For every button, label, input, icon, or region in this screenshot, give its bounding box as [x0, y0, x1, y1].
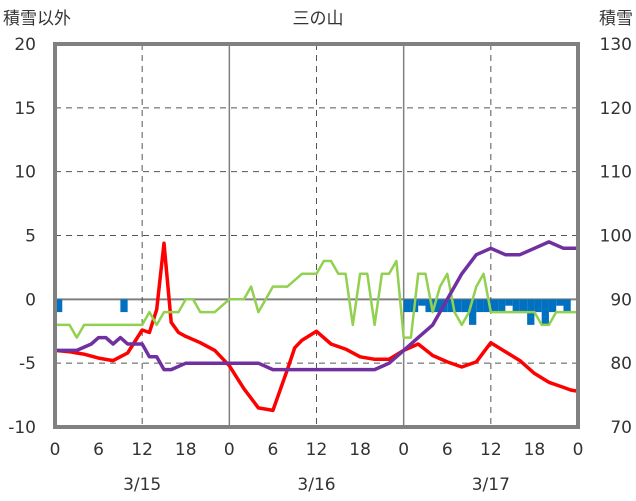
x-tick-label: 0 [50, 440, 61, 460]
x-tick-label: 18 [349, 440, 371, 460]
precipitation-bar [512, 299, 520, 313]
precipitation-bar [548, 299, 557, 313]
precipitation-bar [505, 299, 513, 306]
precipitation-bar [403, 299, 411, 313]
right-tick-label: 70 [610, 418, 632, 438]
humidity-line [53, 259, 580, 339]
precipitation-bar [469, 299, 477, 325]
precipitation-bar [563, 299, 571, 313]
precipitation-bar [418, 299, 426, 306]
snow_depth-line [53, 240, 580, 372]
left-tick-label: 10 [14, 163, 36, 183]
x-tick-label: 0 [573, 440, 584, 460]
x-tick-label: 0 [398, 440, 409, 460]
right-tick-label: 120 [600, 99, 632, 119]
x-tick-label: 12 [306, 440, 328, 460]
x-tick-label: 18 [524, 440, 546, 460]
precipitation-bar [476, 299, 484, 313]
x-tick-label: 18 [175, 440, 197, 460]
left-tick-label: -5 [19, 354, 36, 374]
left-tick-label: 20 [14, 35, 36, 55]
x-tick-label: 6 [93, 440, 104, 460]
precipitation-bar [432, 299, 440, 313]
x-tick-label: 6 [442, 440, 453, 460]
precipitation-bar [447, 299, 455, 313]
left-tick-label: 15 [14, 99, 36, 119]
right-tick-label: 130 [600, 35, 632, 55]
series-lines [53, 240, 580, 413]
precipitation-bar [55, 299, 63, 313]
right-tick-label: 80 [610, 354, 632, 374]
date-label: 3/15 [123, 475, 161, 495]
plot-frame [53, 42, 580, 429]
left-tick-label: 0 [25, 290, 36, 310]
precipitation-bar [534, 299, 542, 313]
precipitation-bar [519, 299, 528, 313]
chart-title: 三の山 [293, 9, 344, 29]
date-label: 3/17 [472, 475, 510, 495]
precipitation-bar [454, 299, 462, 313]
left-tick-label: -10 [8, 418, 36, 438]
x-tick-label: 12 [131, 440, 153, 460]
right-tick-label: 100 [600, 227, 632, 247]
precipitation-bar [556, 299, 564, 306]
x-tick-label: 12 [480, 440, 502, 460]
x-tick-label: 0 [224, 440, 235, 460]
precipitation-bar [425, 299, 433, 313]
precipitation-bar [541, 299, 549, 325]
right-tick-label: 110 [600, 163, 632, 183]
precipitation-bar [498, 299, 506, 313]
precipitation-bars [55, 299, 571, 325]
date-label: 3/16 [297, 475, 335, 495]
precipitation-bar [461, 299, 470, 313]
right-tick-label: 90 [610, 290, 632, 310]
precipitation-bar [490, 299, 499, 313]
precipitation-bar [120, 299, 128, 313]
left-tick-label: 5 [25, 227, 36, 247]
temperature-line [53, 241, 580, 413]
left-axis-label: 積雪以外 [3, 9, 71, 29]
right-axis-label: 積雪 [599, 9, 633, 29]
precipitation-bar [483, 299, 491, 313]
x-tick-label: 6 [268, 440, 279, 460]
